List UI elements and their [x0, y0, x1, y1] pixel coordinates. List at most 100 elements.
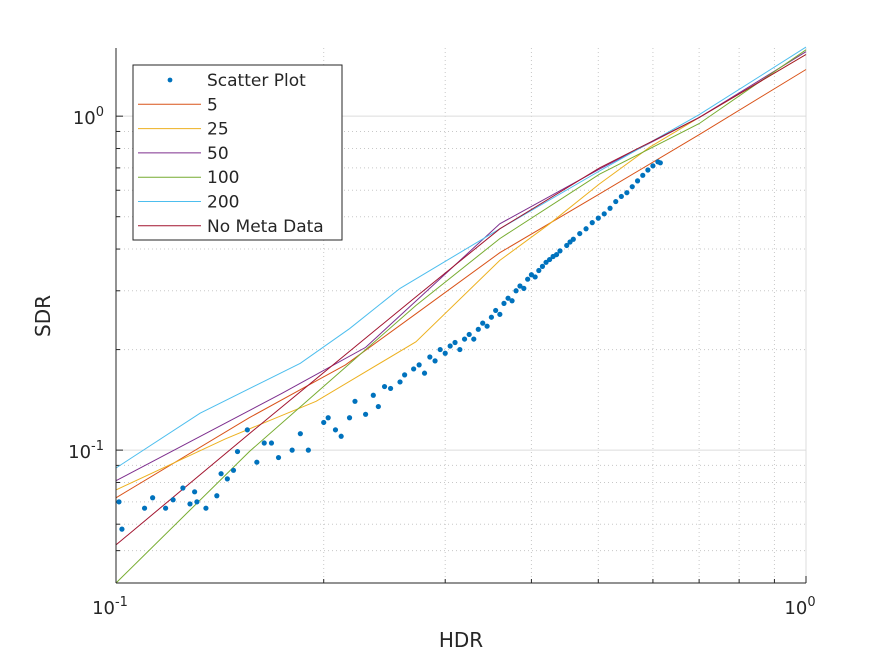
scatter-point: [501, 300, 507, 306]
scatter-point: [162, 505, 169, 511]
scatter-point: [362, 411, 369, 417]
axes: [115, 48, 806, 584]
scatter-point: [254, 459, 260, 465]
scatter-point: [397, 379, 403, 385]
scatter-point: [150, 495, 156, 501]
scatter-point: [493, 307, 499, 314]
y-tick-label: 10-1: [68, 439, 104, 463]
scatter-point: [546, 256, 553, 263]
scatter-point: [513, 288, 519, 294]
scatter-point: [539, 263, 546, 269]
scatter-point: [607, 205, 613, 211]
series-line-100: [115, 49, 807, 584]
scatter-point: [532, 274, 538, 280]
legend-label: Scatter Plot: [207, 71, 306, 91]
legend-label: 50: [207, 144, 229, 164]
scatter-point: [346, 415, 353, 421]
scatter-point: [427, 354, 433, 360]
scatter-point: [557, 248, 563, 254]
scatter-point: [457, 346, 463, 353]
scatter-point: [497, 311, 503, 317]
scatter-point: [629, 184, 635, 190]
scatter-point: [471, 336, 477, 342]
series-line-200: [115, 46, 807, 469]
scatter-point: [645, 167, 651, 173]
legend: Scatter Plot 5 25 50 100 200 No Meta Data: [132, 64, 343, 241]
scatter-point: [192, 489, 198, 495]
scatter-point: [553, 251, 560, 258]
scatter-point: [509, 298, 515, 304]
scatter-point: [442, 350, 448, 356]
legend-label: 100: [207, 168, 239, 188]
series-line-no-meta-data: [115, 54, 807, 546]
scatter-point: [543, 259, 549, 265]
scatter-point: [416, 362, 422, 368]
scatter-point: [437, 346, 443, 353]
scatter-point: [187, 501, 193, 507]
y-axis-label: SDR: [31, 295, 55, 337]
scatter-point: [517, 283, 523, 289]
scatter-point: [613, 198, 619, 205]
scatter-point: [244, 427, 250, 433]
x-tick-label: 100: [784, 595, 815, 619]
scatter-point: [230, 467, 237, 473]
scatter-point: [618, 193, 624, 200]
scatter-point: [218, 471, 224, 477]
scatter-point: [194, 499, 200, 505]
y-tick-label: 100: [73, 105, 104, 129]
scatter-point: [480, 320, 486, 326]
legend-label: 25: [207, 120, 229, 140]
scatter-point: [224, 476, 230, 482]
scatter-point: [570, 236, 576, 242]
grid: [115, 48, 807, 584]
plot-area: [115, 46, 807, 584]
scatter-point: [447, 343, 453, 349]
scatter-point: [461, 336, 468, 342]
scatter-point: [634, 178, 641, 184]
scatter-point: [640, 172, 646, 178]
scatter-point: [119, 526, 125, 532]
scatter-point: [589, 220, 595, 226]
x-tick-label: 10-1: [92, 595, 128, 619]
scatter-point: [525, 276, 531, 282]
scatter-point: [234, 448, 241, 455]
scatter-point: [488, 314, 495, 320]
scatter-point: [352, 398, 358, 404]
scatter-point: [536, 267, 542, 274]
scatter-point: [203, 505, 209, 511]
scatter-point: [452, 339, 458, 346]
scatter-point: [411, 366, 417, 372]
legend-label: No Meta Data: [207, 217, 324, 237]
legend-label: 200: [207, 193, 239, 213]
scatter-point: [268, 440, 275, 446]
scatter-point: [484, 323, 490, 329]
scatter-point: [650, 163, 656, 169]
x-axis-label: HDR: [439, 628, 483, 652]
scatter-point: [387, 385, 394, 392]
scatter-point: [577, 230, 583, 237]
scatter-point: [332, 427, 339, 433]
scatter-point: [375, 403, 381, 410]
scatter-point: [657, 160, 663, 166]
scatter-point: [275, 454, 282, 461]
scatter-point: [595, 215, 601, 221]
scatter-point: [466, 331, 472, 338]
scatter-point: [624, 190, 630, 196]
scatter-point: [402, 372, 408, 378]
scatter-point: [214, 493, 220, 499]
scatter-point: [305, 447, 311, 453]
scatter-point: [141, 505, 148, 511]
scatter-point: [289, 447, 295, 453]
scatter-point: [338, 433, 344, 439]
scatter-point: [432, 358, 438, 364]
series-line-5: [115, 69, 807, 499]
scatter-point: [381, 383, 388, 390]
scatter-point: [421, 370, 428, 376]
scatter-point: [261, 440, 267, 446]
legend-label: 5: [207, 95, 218, 115]
scatter-point: [601, 211, 607, 217]
scatter-point: [325, 415, 331, 421]
scatter-point: [180, 485, 186, 491]
scatter-point: [521, 285, 527, 291]
